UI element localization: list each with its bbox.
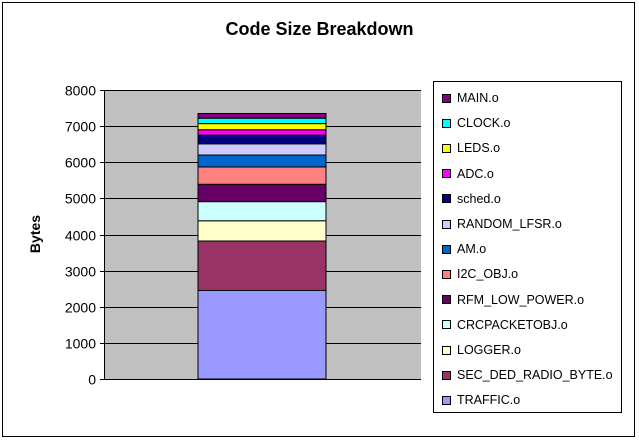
legend-item-random-lfsr-o: RANDOM_LFSR.o	[442, 216, 562, 232]
legend-swatch	[442, 118, 451, 128]
bar-segment-traffic-o	[197, 289, 327, 380]
bar-segment-sec-ded-radio-byte-o	[197, 240, 327, 291]
legend-label: MAIN.o	[457, 91, 499, 105]
legend-label: AM.o	[457, 242, 487, 257]
y-tick-label-0: 0	[88, 372, 96, 388]
bar-segment-clock-o	[197, 117, 327, 125]
bar-segment-i2c-obj-o	[197, 166, 327, 185]
bar-segment-leds-o	[197, 123, 327, 131]
legend-item-sec-ded-radio-byte-o: SEC_DED_RADIO_BYTE.o	[442, 367, 613, 383]
legend-item-am-o: AM.o	[442, 241, 486, 257]
legend-swatch	[442, 320, 451, 330]
legend-label: TRAFFIC.o	[457, 393, 521, 408]
legend-swatch	[442, 269, 451, 279]
legend-swatch	[442, 143, 451, 153]
legend-item-i2c-obj-o: I2C_OBJ.o	[442, 266, 518, 282]
stacked-bar	[197, 112, 327, 380]
legend-item-sched-o: sched.o	[442, 191, 501, 207]
legend-label: CLOCK.o	[457, 116, 511, 131]
bar-segment-random-lfsr-o	[197, 143, 327, 156]
legend-swatch	[442, 345, 451, 355]
legend-item-rfm-low-power-o: RFM_LOW_POWER.o	[442, 292, 584, 308]
legend-label: RFM_LOW_POWER.o	[457, 292, 585, 307]
y-tick-label-6000: 6000	[65, 155, 96, 171]
legend-swatch	[442, 295, 451, 305]
bar-segment-sched-o	[197, 134, 327, 145]
legend-label: LEDS.o	[457, 141, 501, 156]
bar-segment-adc-o	[197, 129, 327, 136]
legend-swatch	[442, 395, 451, 405]
y-tick-label-4000: 4000	[65, 228, 96, 244]
legend-item-main-o: MAIN.o	[442, 90, 499, 106]
y-axis-label: Bytes	[27, 215, 43, 253]
bar-segment-rfm-low-power-o	[197, 183, 327, 203]
legend-swatch	[442, 219, 451, 229]
legend-label: SEC_DED_RADIO_BYTE.o	[457, 368, 613, 383]
bar-segment-am-o	[197, 154, 327, 168]
legend-label: I2C_OBJ.o	[457, 267, 519, 282]
legend-swatch	[442, 194, 451, 204]
y-tick-label-2000: 2000	[65, 300, 96, 316]
y-tick-label-5000: 5000	[65, 191, 96, 207]
legend-item-adc-o: ADC.o	[442, 166, 494, 182]
legend-label: ADC.o	[457, 166, 494, 181]
y-tick-label-3000: 3000	[65, 264, 96, 280]
y-tick-label-8000: 8000	[65, 83, 96, 99]
legend-label: sched.o	[457, 191, 501, 206]
legend-item-traffic-o: TRAFFIC.o	[442, 392, 520, 408]
bar-segment-logger-o	[197, 220, 327, 242]
y-tick-label-1000: 1000	[65, 336, 96, 352]
bar-segment-main-o	[197, 112, 327, 119]
legend-swatch	[442, 93, 451, 103]
legend-item-clock-o: CLOCK.o	[442, 115, 511, 131]
legend-swatch	[442, 370, 451, 380]
legend-item-crcpacketobj-o: CRCPACKETOBJ.o	[442, 317, 568, 333]
bar-segment-crcpacketobj-o	[197, 201, 327, 222]
legend-item-logger-o: LOGGER.o	[442, 342, 521, 358]
legend-item-leds-o: LEDS.o	[442, 140, 500, 156]
y-axis: 0 1000 2000 3000 4000 5000 6000 7000 8000	[65, 83, 421, 388]
legend-label: CRCPACKETOBJ.o	[457, 317, 568, 332]
legend-swatch	[442, 244, 451, 254]
y-tick-label-7000: 7000	[65, 119, 96, 135]
legend-swatch	[442, 169, 451, 179]
legend-label: LOGGER.o	[457, 343, 521, 357]
legend: MAIN.o CLOCK.o LEDS.o ADC.o sched.o RANDOM_LF…	[433, 81, 622, 413]
legend-label: RANDOM_LFSR.o	[457, 217, 562, 231]
chart-title: Code Size Breakdown	[225, 19, 414, 39]
